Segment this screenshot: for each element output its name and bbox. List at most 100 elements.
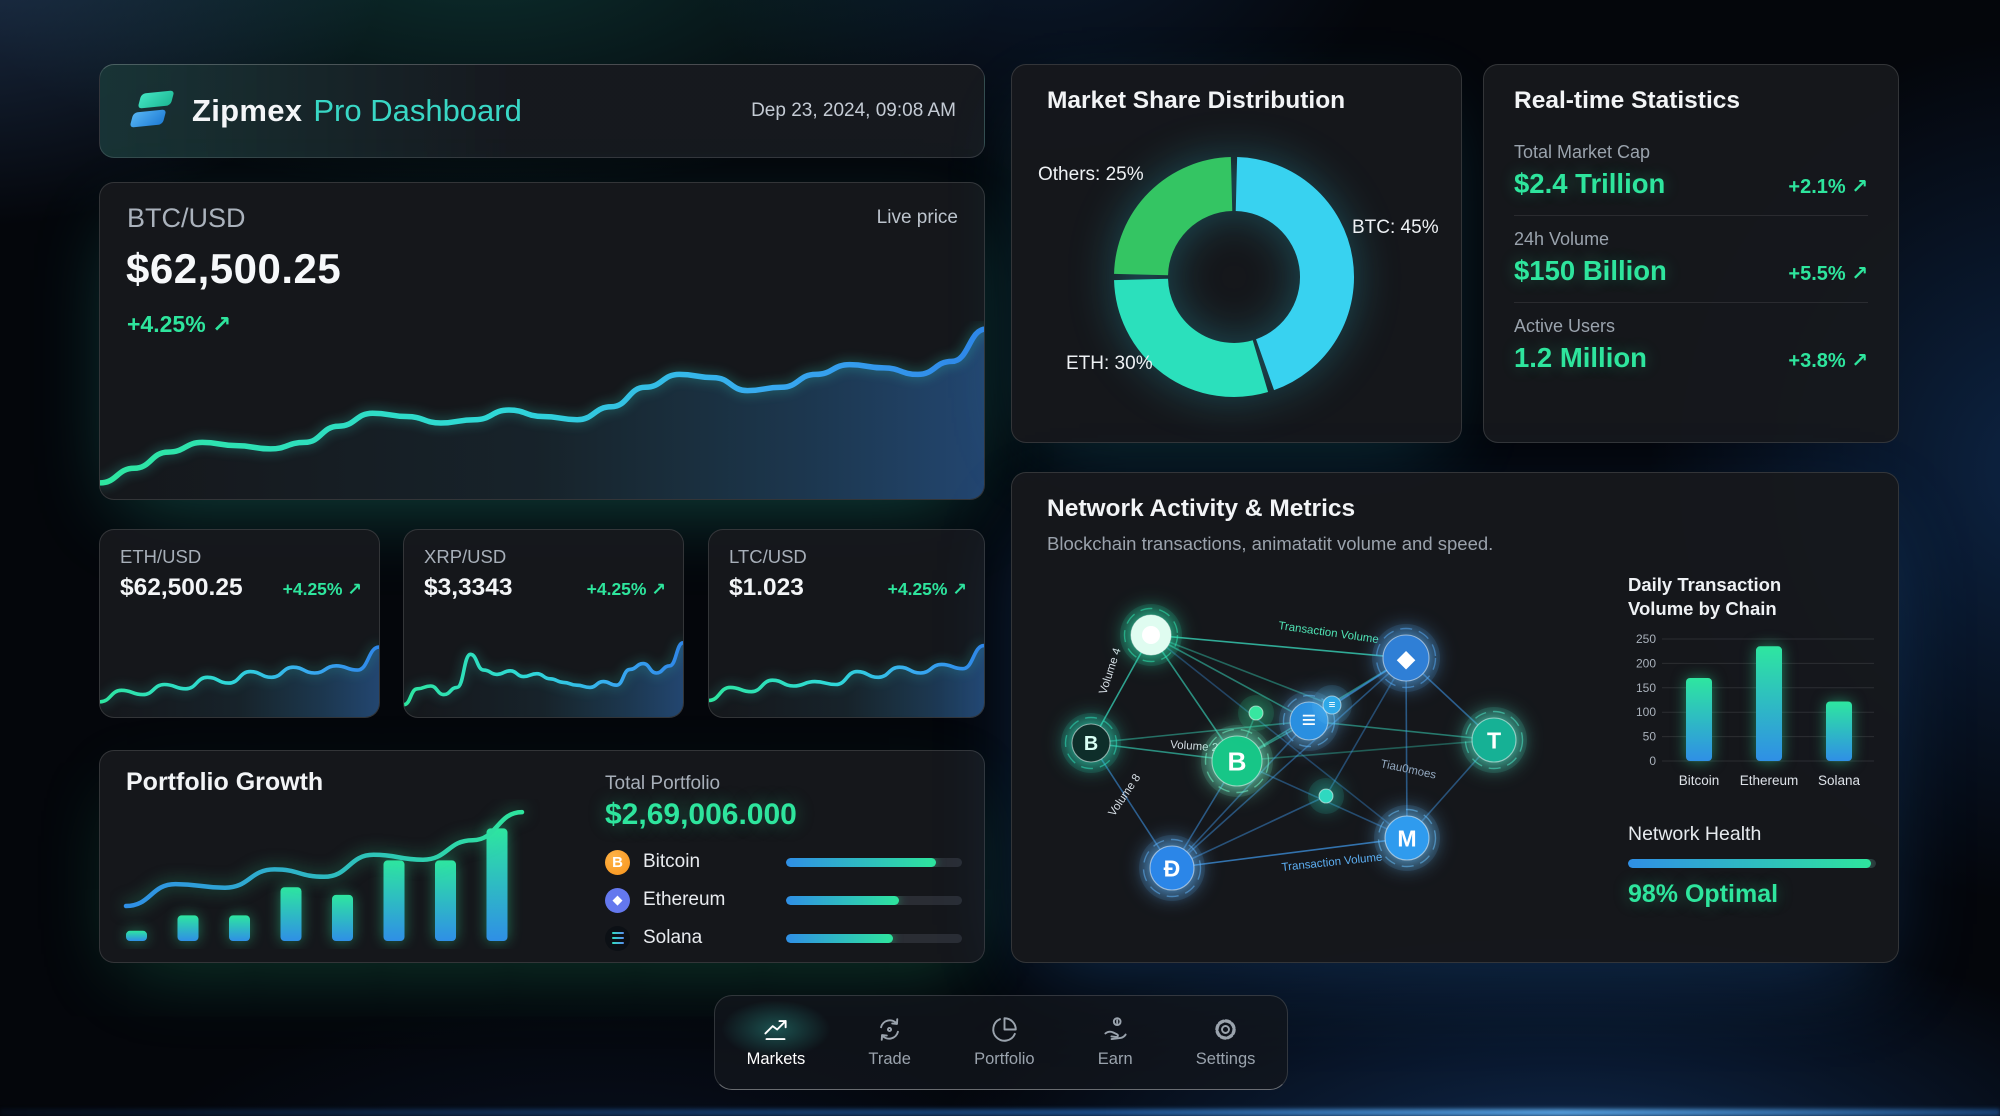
portfolio-title: Portfolio Growth <box>126 768 324 796</box>
network-health-value: 98% Optimal <box>1628 880 1779 909</box>
stat-label: 24h Volume <box>1514 229 1610 249</box>
portfolio-bar <box>280 887 302 941</box>
nav-label: Settings <box>1195 1050 1256 1068</box>
asset-name: Ethereum <box>643 889 726 910</box>
svg-text:T: T <box>1487 727 1501 753</box>
brand-suffix: Pro Dashboard <box>313 93 522 128</box>
price: $3,3343 <box>424 574 513 601</box>
svg-text:B: B <box>1084 733 1098 755</box>
svg-text:M: M <box>1397 825 1416 851</box>
stat-row-market-cap: Total Market Cap $2.4 Trillion +2.1% ↗ <box>1514 129 1868 215</box>
nav-item-trade[interactable]: Trade <box>858 1012 921 1073</box>
donut-label-others: Others: 25% <box>1038 164 1144 185</box>
svg-text:≡: ≡ <box>1329 698 1336 711</box>
portfolio-bar <box>229 915 250 941</box>
svg-text:250: 250 <box>1636 632 1656 646</box>
market-share-donut-chart <box>1114 157 1354 397</box>
nav-label: Trade <box>868 1050 911 1068</box>
hub-node <box>1120 604 1182 666</box>
network-health-label: Network Health <box>1628 823 1762 846</box>
network-activity-card: Network Activity & Metrics Blockchain tr… <box>1011 472 1899 963</box>
graph-edge-label: Tiau0moes <box>1379 758 1437 782</box>
network-title: Network Activity & Metrics <box>1047 495 1356 522</box>
graph-edge-label: Volume 2 <box>1170 739 1219 754</box>
bitcoin-node-left: B <box>1061 713 1121 773</box>
svg-text:Bitcoin: Bitcoin <box>1679 773 1720 788</box>
stat-delta: +3.8% ↗ <box>1788 350 1868 372</box>
bitcoin-node-center: B <box>1201 725 1273 797</box>
eth-usd-tile[interactable]: ETH/USD $62,500.25 +4.25% ↗ <box>99 529 380 718</box>
bitcoin-icon: B <box>605 849 630 875</box>
realtime-stats-card: Real-time Statistics Total Market Cap $2… <box>1483 64 1899 443</box>
portfolio-bar <box>435 860 456 941</box>
portfolio-bar <box>332 894 353 941</box>
donut-segment-btc <box>1234 157 1354 391</box>
asset-row-bitcoin: B Bitcoin <box>605 843 962 881</box>
nav-item-settings[interactable]: Settings <box>1186 1012 1266 1073</box>
price: $62,500.25 <box>120 574 243 601</box>
asset-name: Solana <box>643 927 703 948</box>
tx-bar-solana <box>1826 701 1852 762</box>
line-area <box>404 642 683 717</box>
donut-segment-eth <box>1114 277 1269 397</box>
tx-bar-bitcoin <box>1686 678 1712 762</box>
zipmex-logo-icon <box>128 88 178 134</box>
eth-sparkline <box>100 645 379 717</box>
donut-label-eth: ETH: 30% <box>1066 353 1153 374</box>
ltc-sparkline <box>709 643 984 717</box>
portfolio-bar <box>126 930 147 941</box>
stat-label: Total Market Cap <box>1514 142 1651 162</box>
change: +4.25% ↗ <box>282 579 362 599</box>
portfolio-growth-card: Portfolio Growth Total Portfolio $2,69,0… <box>99 750 985 963</box>
header-bar: Zipmex Pro Dashboard Dep 23, 2024, 09:08… <box>99 64 985 158</box>
blockchain-network-graph: Transaction Volume Volume 4 Volume 2 Tiau0m… <box>1061 604 1527 901</box>
nav-item-markets[interactable]: Markets <box>720 1000 831 1073</box>
svg-text:0: 0 <box>1649 754 1656 768</box>
line-area <box>100 647 379 717</box>
brand-name: Zipmex <box>192 93 303 128</box>
total-portfolio-label: Total Portfolio <box>605 773 721 794</box>
change: +4.25% ↗ <box>887 579 967 599</box>
datetime-label: Dep 23, 2024, 09:08 AM <box>751 100 956 121</box>
asset-name: Bitcoin <box>643 851 701 872</box>
tx-volume-chart-title: Daily Transaction Volume by Chain <box>1628 574 1782 620</box>
ltc-usd-tile[interactable]: LTC/USD $1.023 +4.25% ↗ <box>708 529 985 718</box>
bottom-nav: Markets Trade Portfolio Earn <box>714 995 1288 1090</box>
graph-edge-label: Volume 8 <box>1107 772 1144 818</box>
network-health-bar <box>1628 859 1876 869</box>
xrp-usd-tile[interactable]: XRP/USD $3,3343 +4.25% ↗ <box>403 529 684 718</box>
ethereum-node: ◆ <box>1372 624 1440 692</box>
small-node-green <box>1238 695 1274 731</box>
stat-delta: +2.1% ↗ <box>1788 176 1868 198</box>
svg-text:Ethereum: Ethereum <box>1740 773 1799 788</box>
nav-item-portfolio[interactable]: Portfolio <box>964 1012 1045 1073</box>
tether-node: T <box>1461 707 1527 773</box>
price: $1.023 <box>729 574 804 601</box>
market-share-title: Market Share Distribution <box>1047 87 1346 114</box>
nav-label: Earn <box>1097 1050 1133 1068</box>
stat-row-volume: 24h Volume $150 Billion +5.5% ↗ <box>1514 215 1868 302</box>
svg-text:50: 50 <box>1643 730 1657 744</box>
stat-delta: +5.5% ↗ <box>1788 263 1868 285</box>
stat-value: $150 Billion <box>1514 255 1667 286</box>
btc-line-chart <box>100 326 984 499</box>
svg-text:200: 200 <box>1636 656 1656 670</box>
network-subtitle: Blockchain transactions, animatatit volu… <box>1047 533 1494 554</box>
nav-item-earn[interactable]: Earn <box>1088 1012 1143 1073</box>
donut-label-btc: BTC: 45% <box>1352 217 1439 238</box>
live-price-label: Live price <box>876 207 958 228</box>
portfolio-bar <box>486 828 508 941</box>
ethereum-icon: ◆ <box>605 887 630 913</box>
portfolio-pie-icon <box>992 1017 1017 1042</box>
portfolio-bar <box>177 915 199 941</box>
earn-hand-coin-icon <box>1104 1017 1127 1041</box>
pair-label: XRP/USD <box>424 546 507 567</box>
btc-price: $62,500.25 <box>126 245 342 292</box>
nav-label: Markets <box>746 1050 806 1068</box>
asset-row-ethereum: ◆ Ethereum <box>605 881 962 919</box>
portfolio-growth-chart <box>123 809 525 941</box>
asset-list: B Bitcoin ◆ Ethereum Solana <box>605 843 962 957</box>
nav-label: Portfolio <box>974 1050 1035 1068</box>
stats-title: Real-time Statistics <box>1514 87 1741 114</box>
